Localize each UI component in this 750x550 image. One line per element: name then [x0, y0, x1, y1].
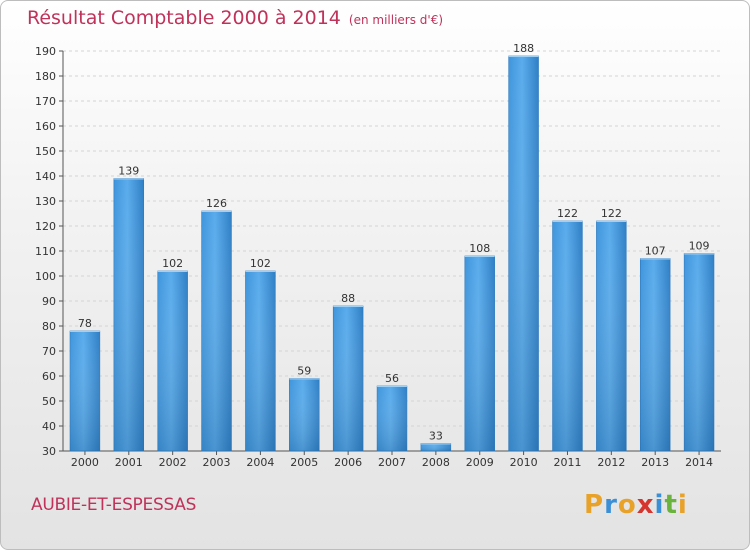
bar-shade-2000 [70, 331, 100, 451]
x-tick-label-2013: 2013 [641, 456, 669, 469]
y-tick-label-190: 190 [35, 45, 56, 58]
x-tick-label-2007: 2007 [378, 456, 406, 469]
value-label-2005: 59 [297, 365, 311, 378]
logo-letter-6: i [677, 490, 688, 520]
y-tick-label-120: 120 [35, 220, 56, 233]
x-tick-label-2014: 2014 [685, 456, 713, 469]
y-tick-label-140: 140 [35, 170, 56, 183]
bar-shade-2007 [377, 386, 407, 451]
chart-title-text: Résultat Comptable 2000 à 2014 [27, 7, 341, 29]
y-tick-label-170: 170 [35, 95, 56, 108]
logo-letter-0: P [584, 490, 605, 520]
bar-shade-2005 [289, 378, 320, 451]
y-tick-label-130: 130 [35, 195, 56, 208]
logo-letter-5: t [664, 490, 678, 520]
x-tick-label-2004: 2004 [246, 456, 274, 469]
chart-subtitle: (en milliers d'€) [348, 13, 444, 27]
bar-shade-2011 [552, 221, 583, 451]
value-label-2000: 78 [78, 317, 92, 330]
x-tick-label-2009: 2009 [466, 456, 494, 469]
proxiti-logo: Proxiti [584, 490, 688, 520]
y-tick-label-180: 180 [35, 70, 56, 83]
y-axis-tick-labels: 30 40 50 60 70 80 90 100 110 120 130 140 150 160 170 18… [35, 45, 56, 458]
y-tick-label-70: 70 [42, 345, 56, 358]
x-tick-label-2002: 2002 [159, 456, 187, 469]
y-tick-label-150: 150 [35, 145, 56, 158]
bar-shade-2002 [157, 271, 188, 451]
value-label-2012: 122 [601, 207, 622, 220]
value-label-2011: 122 [557, 207, 578, 220]
bar-value-labels: 78 139 102 126 102 59 88 56 33 108 188 122 122 107 109 [78, 42, 710, 443]
y-tick-label-160: 160 [35, 120, 56, 133]
x-tick-label-2008: 2008 [422, 456, 450, 469]
chart-title: Résultat Comptable 2000 à 2014 (en millie… [27, 7, 443, 29]
y-tick-label-110: 110 [35, 245, 56, 258]
y-tick-label-40: 40 [42, 420, 56, 433]
value-label-2003: 126 [206, 197, 227, 210]
bar-shade-2009 [464, 256, 495, 451]
value-label-2010: 188 [513, 42, 534, 55]
value-label-2014: 109 [689, 240, 710, 253]
bar-shade-2001 [113, 178, 144, 451]
y-tick-label-60: 60 [42, 370, 56, 383]
x-tick-label-2001: 2001 [115, 456, 143, 469]
bar-shade-2004 [245, 271, 276, 451]
value-label-2001: 139 [118, 165, 139, 178]
bar-shade-2010 [508, 56, 539, 451]
value-label-2008: 33 [429, 430, 443, 443]
y-tick-label-30: 30 [42, 445, 56, 458]
logo-letter-4: i [654, 490, 665, 520]
logo-letter-2: o [617, 490, 637, 520]
value-label-2002: 102 [162, 257, 183, 270]
value-label-2009: 108 [469, 242, 490, 255]
y-tick-label-100: 100 [35, 270, 56, 283]
commune-name: AUBIE-ET-ESPESSAS [31, 495, 197, 515]
bar-shade-2006 [333, 306, 364, 451]
x-tick-label-2011: 2011 [553, 456, 581, 469]
logo-letter-1: r [604, 490, 618, 520]
logo-letter-3: x [636, 490, 655, 520]
x-axis-tick-labels: 2000 2001 2002 2003 2004 2005 2006 2007 2008 2009… [71, 456, 713, 469]
value-label-2013: 107 [645, 245, 666, 258]
bar-shade-2003 [201, 211, 232, 451]
x-tick-label-2000: 2000 [71, 456, 99, 469]
value-label-2007: 56 [385, 372, 399, 385]
bar-shade-2013 [640, 258, 671, 451]
x-tick-label-2005: 2005 [290, 456, 318, 469]
value-label-2006: 88 [341, 292, 355, 305]
bar-shade-2012 [596, 221, 627, 451]
bars [69, 55, 715, 452]
bar-shade-2014 [684, 253, 714, 451]
x-tick-label-2010: 2010 [510, 456, 538, 469]
x-tick-label-2012: 2012 [597, 456, 625, 469]
y-tick-label-90: 90 [42, 295, 56, 308]
bar-shade-2008 [420, 443, 451, 451]
y-tick-label-50: 50 [42, 395, 56, 408]
x-tick-label-2003: 2003 [203, 456, 231, 469]
value-label-2004: 102 [250, 257, 271, 270]
x-tick-label-2006: 2006 [334, 456, 362, 469]
y-tick-label-80: 80 [42, 320, 56, 333]
